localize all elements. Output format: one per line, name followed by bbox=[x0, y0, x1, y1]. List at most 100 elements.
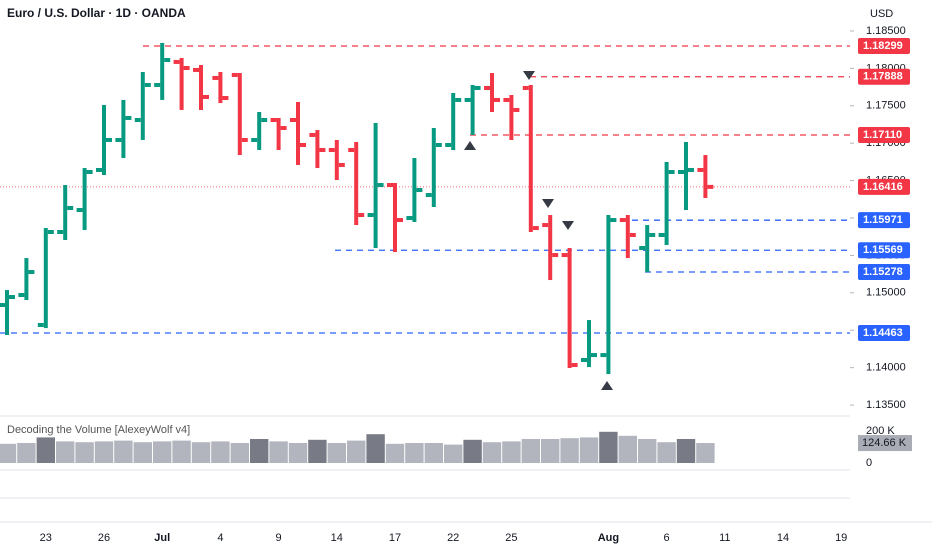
bar-close bbox=[668, 170, 675, 175]
bar-close bbox=[164, 58, 171, 63]
volume-bar bbox=[463, 439, 482, 463]
bar-range bbox=[354, 141, 359, 226]
bar-range bbox=[645, 225, 650, 273]
bar-open bbox=[115, 137, 122, 142]
currency-label: USD bbox=[870, 8, 893, 20]
volume-bar bbox=[94, 441, 114, 463]
bar-open bbox=[309, 132, 316, 137]
bar-open bbox=[387, 183, 393, 188]
bar-range bbox=[664, 161, 669, 246]
volume-bar bbox=[638, 439, 657, 463]
volume-bar bbox=[153, 441, 172, 463]
x-tick-label: 19 bbox=[835, 532, 847, 544]
volume-bar bbox=[541, 439, 560, 463]
down-marker bbox=[523, 71, 535, 80]
bar-close bbox=[707, 184, 714, 189]
x-tick-label: 14 bbox=[331, 532, 343, 544]
volume-bar bbox=[657, 442, 676, 463]
volume-bar bbox=[250, 439, 269, 463]
bar-close bbox=[261, 118, 268, 123]
price-tag-label: 1.14463 bbox=[863, 327, 903, 339]
bar-close bbox=[144, 82, 151, 87]
up-marker bbox=[464, 141, 476, 150]
bar-open bbox=[503, 97, 510, 102]
volume-bar bbox=[36, 437, 55, 463]
signal-markers bbox=[464, 71, 613, 390]
bar-range bbox=[140, 71, 145, 140]
volume-bar bbox=[308, 439, 327, 463]
bar-close bbox=[591, 353, 597, 358]
bar-open bbox=[251, 137, 258, 142]
bar-range bbox=[24, 258, 29, 301]
volume-bar bbox=[405, 443, 424, 463]
bar-close bbox=[47, 230, 54, 235]
bar-open bbox=[328, 148, 335, 153]
bar-open bbox=[193, 67, 199, 72]
bar-range bbox=[587, 320, 591, 368]
bar-range bbox=[199, 65, 203, 110]
x-tick-label: 14 bbox=[777, 532, 789, 544]
volume-bar bbox=[424, 443, 443, 463]
bar-range bbox=[490, 73, 494, 112]
bar-close bbox=[377, 183, 384, 188]
bar-close bbox=[358, 213, 365, 218]
bar-open bbox=[639, 246, 646, 251]
price-tag-label: 1.15569 bbox=[863, 244, 903, 256]
volume-bar bbox=[676, 439, 696, 463]
down-marker bbox=[562, 221, 574, 230]
volume-bar bbox=[114, 440, 133, 463]
volume-bar bbox=[17, 443, 36, 463]
bar-range bbox=[431, 128, 436, 208]
bar-close bbox=[86, 170, 93, 175]
bar-range bbox=[334, 139, 339, 181]
bar-open bbox=[484, 85, 490, 90]
volume-last-label: 124.66 K bbox=[862, 437, 907, 449]
x-tick-label: 23 bbox=[40, 532, 52, 544]
bar-close bbox=[532, 226, 539, 231]
bar-close bbox=[688, 167, 694, 172]
volume-bar bbox=[172, 440, 191, 463]
bar-close bbox=[280, 126, 287, 131]
bar-range bbox=[237, 73, 242, 156]
volume-tick-label: 200 K bbox=[866, 425, 895, 437]
bar-open bbox=[57, 230, 64, 235]
bar-range bbox=[684, 141, 688, 211]
bar-range bbox=[567, 248, 572, 369]
bar-range bbox=[257, 111, 262, 151]
bar-range bbox=[102, 104, 106, 175]
volume-bar bbox=[385, 443, 405, 463]
bar-open bbox=[76, 208, 83, 213]
x-tick-label: 4 bbox=[217, 532, 223, 544]
volume-bar bbox=[191, 442, 211, 463]
price-tag bbox=[858, 68, 910, 85]
bar-open bbox=[173, 59, 180, 64]
volume-bar bbox=[0, 443, 17, 463]
chart-title: Euro / U.S. Dollar · 1D · OANDA bbox=[7, 6, 186, 20]
bar-open bbox=[37, 322, 44, 327]
indicator-title: Decoding the Volume [AlexeyWolf v4] bbox=[7, 424, 190, 436]
volume-bar bbox=[211, 441, 230, 463]
volume-tick-label: 0 bbox=[866, 457, 872, 469]
bar-close bbox=[649, 232, 656, 237]
bar-close bbox=[222, 96, 229, 101]
volume-bar bbox=[288, 443, 308, 463]
x-tick-label: 6 bbox=[664, 532, 670, 544]
y-tick-label: 1.13500 bbox=[866, 399, 906, 411]
price-tag-label: 1.16416 bbox=[863, 181, 903, 193]
bar-range bbox=[160, 42, 165, 100]
bar-close bbox=[125, 115, 132, 120]
price-tag-label: 1.15971 bbox=[863, 214, 903, 226]
bar-close bbox=[552, 253, 559, 258]
bar-range bbox=[82, 168, 87, 230]
bar-range bbox=[5, 290, 9, 336]
bar-close bbox=[28, 270, 35, 275]
bar-close bbox=[455, 97, 462, 102]
price-tag bbox=[858, 264, 910, 281]
x-tick-label: 9 bbox=[276, 532, 282, 544]
price-tag bbox=[858, 126, 910, 143]
bar-close bbox=[435, 142, 442, 147]
y-tick-label: 1.18500 bbox=[866, 25, 906, 37]
price-tag bbox=[858, 38, 910, 55]
bar-range bbox=[63, 185, 68, 241]
